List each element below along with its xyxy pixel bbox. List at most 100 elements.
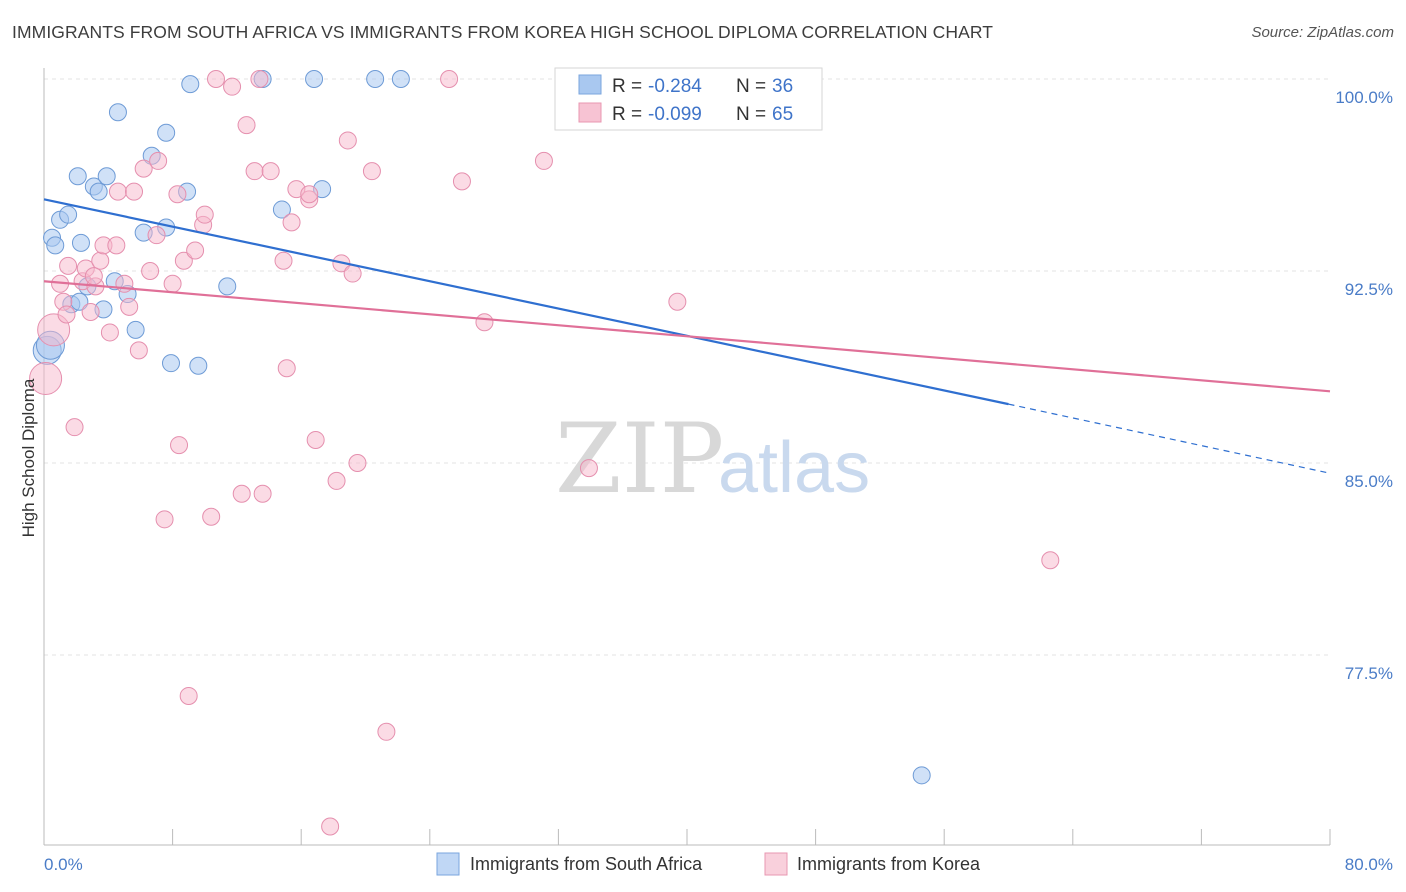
point-south-africa	[126, 320, 145, 339]
legend-r-label-2: R =	[612, 104, 642, 125]
point-korea	[115, 274, 134, 293]
grid-lines	[44, 78, 1330, 656]
bottom-legend-label-south-africa: Immigrants from South Africa	[470, 854, 703, 874]
point-korea	[440, 70, 459, 88]
point-korea	[155, 510, 174, 529]
series-korea-points	[29, 70, 1060, 836]
point-korea	[129, 341, 148, 360]
point-korea	[274, 251, 293, 270]
point-korea	[321, 817, 340, 836]
point-korea	[125, 182, 144, 201]
point-south-africa	[59, 205, 78, 224]
point-korea	[343, 264, 362, 283]
point-south-africa	[218, 277, 237, 296]
point-korea	[120, 297, 139, 316]
point-south-africa	[46, 236, 65, 255]
point-korea	[147, 226, 166, 245]
point-south-africa	[305, 70, 324, 88]
point-korea	[163, 274, 182, 293]
point-korea	[306, 430, 325, 449]
legend-n-label-1: N =	[736, 76, 766, 97]
legend-r-label-1: R =	[612, 76, 642, 97]
point-korea	[91, 251, 110, 270]
point-korea	[81, 302, 100, 321]
point-korea	[579, 459, 598, 478]
legend-n-value-1: 36	[772, 76, 793, 97]
y-tick-label-1: 92.5%	[1345, 280, 1393, 299]
point-korea	[668, 292, 687, 311]
point-korea	[59, 256, 78, 275]
stats-legend: R = -0.284 N = 36 R = -0.099 N = 65	[554, 67, 823, 131]
x-tick-labels: 0.0% 80.0%	[44, 855, 1393, 874]
trend-line-south-africa-extension	[1008, 403, 1331, 474]
point-korea	[202, 507, 221, 526]
point-korea	[207, 70, 226, 88]
point-korea	[534, 151, 553, 170]
trend-lines	[43, 198, 1331, 474]
point-korea	[377, 722, 396, 741]
point-south-africa	[272, 200, 291, 219]
point-korea	[232, 484, 251, 503]
point-south-africa	[71, 233, 90, 252]
point-south-africa	[157, 123, 176, 142]
point-south-africa	[68, 167, 87, 186]
point-korea	[237, 116, 256, 135]
point-korea	[475, 313, 494, 332]
point-korea	[65, 418, 84, 437]
legend-swatch-south-africa	[578, 74, 602, 95]
legend-r-value-2: -0.099	[648, 104, 702, 125]
watermark-atlas: atlas	[718, 428, 870, 508]
watermark-zip: ZIP	[555, 403, 724, 515]
point-korea	[338, 131, 357, 150]
point-korea	[250, 70, 269, 88]
point-korea	[327, 471, 346, 490]
point-korea	[186, 241, 205, 260]
point-south-africa	[108, 103, 127, 122]
point-korea	[282, 213, 301, 232]
legend-swatch-korea	[578, 102, 602, 123]
point-korea	[170, 436, 189, 455]
chart-title: IMMIGRANTS FROM SOUTH AFRICA VS IMMIGRAN…	[12, 22, 994, 42]
point-korea	[107, 236, 126, 255]
point-korea	[149, 151, 168, 170]
point-korea	[108, 182, 127, 201]
point-korea	[300, 185, 319, 204]
point-south-africa	[366, 70, 385, 88]
y-tick-label-2: 85.0%	[1345, 472, 1393, 491]
point-south-africa	[181, 75, 200, 94]
point-korea	[179, 686, 198, 705]
legend-r-value-1: -0.284	[648, 76, 702, 97]
point-korea	[1041, 551, 1060, 570]
point-korea	[223, 77, 242, 96]
x-tick-label-1: 80.0%	[1345, 855, 1393, 874]
point-south-africa	[391, 70, 410, 88]
legend-n-value-2: 65	[772, 104, 793, 125]
x-tick-label-0: 0.0%	[44, 855, 83, 874]
trend-line-korea	[43, 280, 1331, 393]
axes	[43, 68, 1331, 846]
point-korea	[362, 162, 381, 181]
point-south-africa	[912, 766, 931, 785]
point-korea	[29, 362, 63, 396]
point-south-africa	[89, 182, 108, 201]
point-korea	[57, 305, 76, 324]
point-korea	[261, 162, 280, 181]
y-tick-label-0: 100.0%	[1335, 88, 1393, 107]
point-korea	[134, 159, 153, 178]
y-tick-label-3: 77.5%	[1345, 664, 1393, 683]
point-south-africa	[97, 167, 116, 186]
point-korea	[174, 251, 193, 270]
point-korea	[168, 185, 187, 204]
point-south-africa	[161, 354, 180, 373]
bottom-legend-swatch-south-africa	[436, 852, 460, 876]
legend-n-label-2: N =	[736, 104, 766, 125]
series-legend: Immigrants from South Africa Immigrants …	[436, 852, 981, 876]
chart-source: Source: ZipAtlas.com	[1251, 24, 1394, 41]
point-korea	[348, 454, 367, 472]
point-korea	[277, 359, 296, 378]
point-south-africa	[189, 356, 208, 375]
point-korea	[195, 205, 214, 224]
point-korea	[245, 162, 264, 181]
point-korea	[100, 323, 119, 342]
trend-line-south-africa	[43, 198, 1009, 406]
